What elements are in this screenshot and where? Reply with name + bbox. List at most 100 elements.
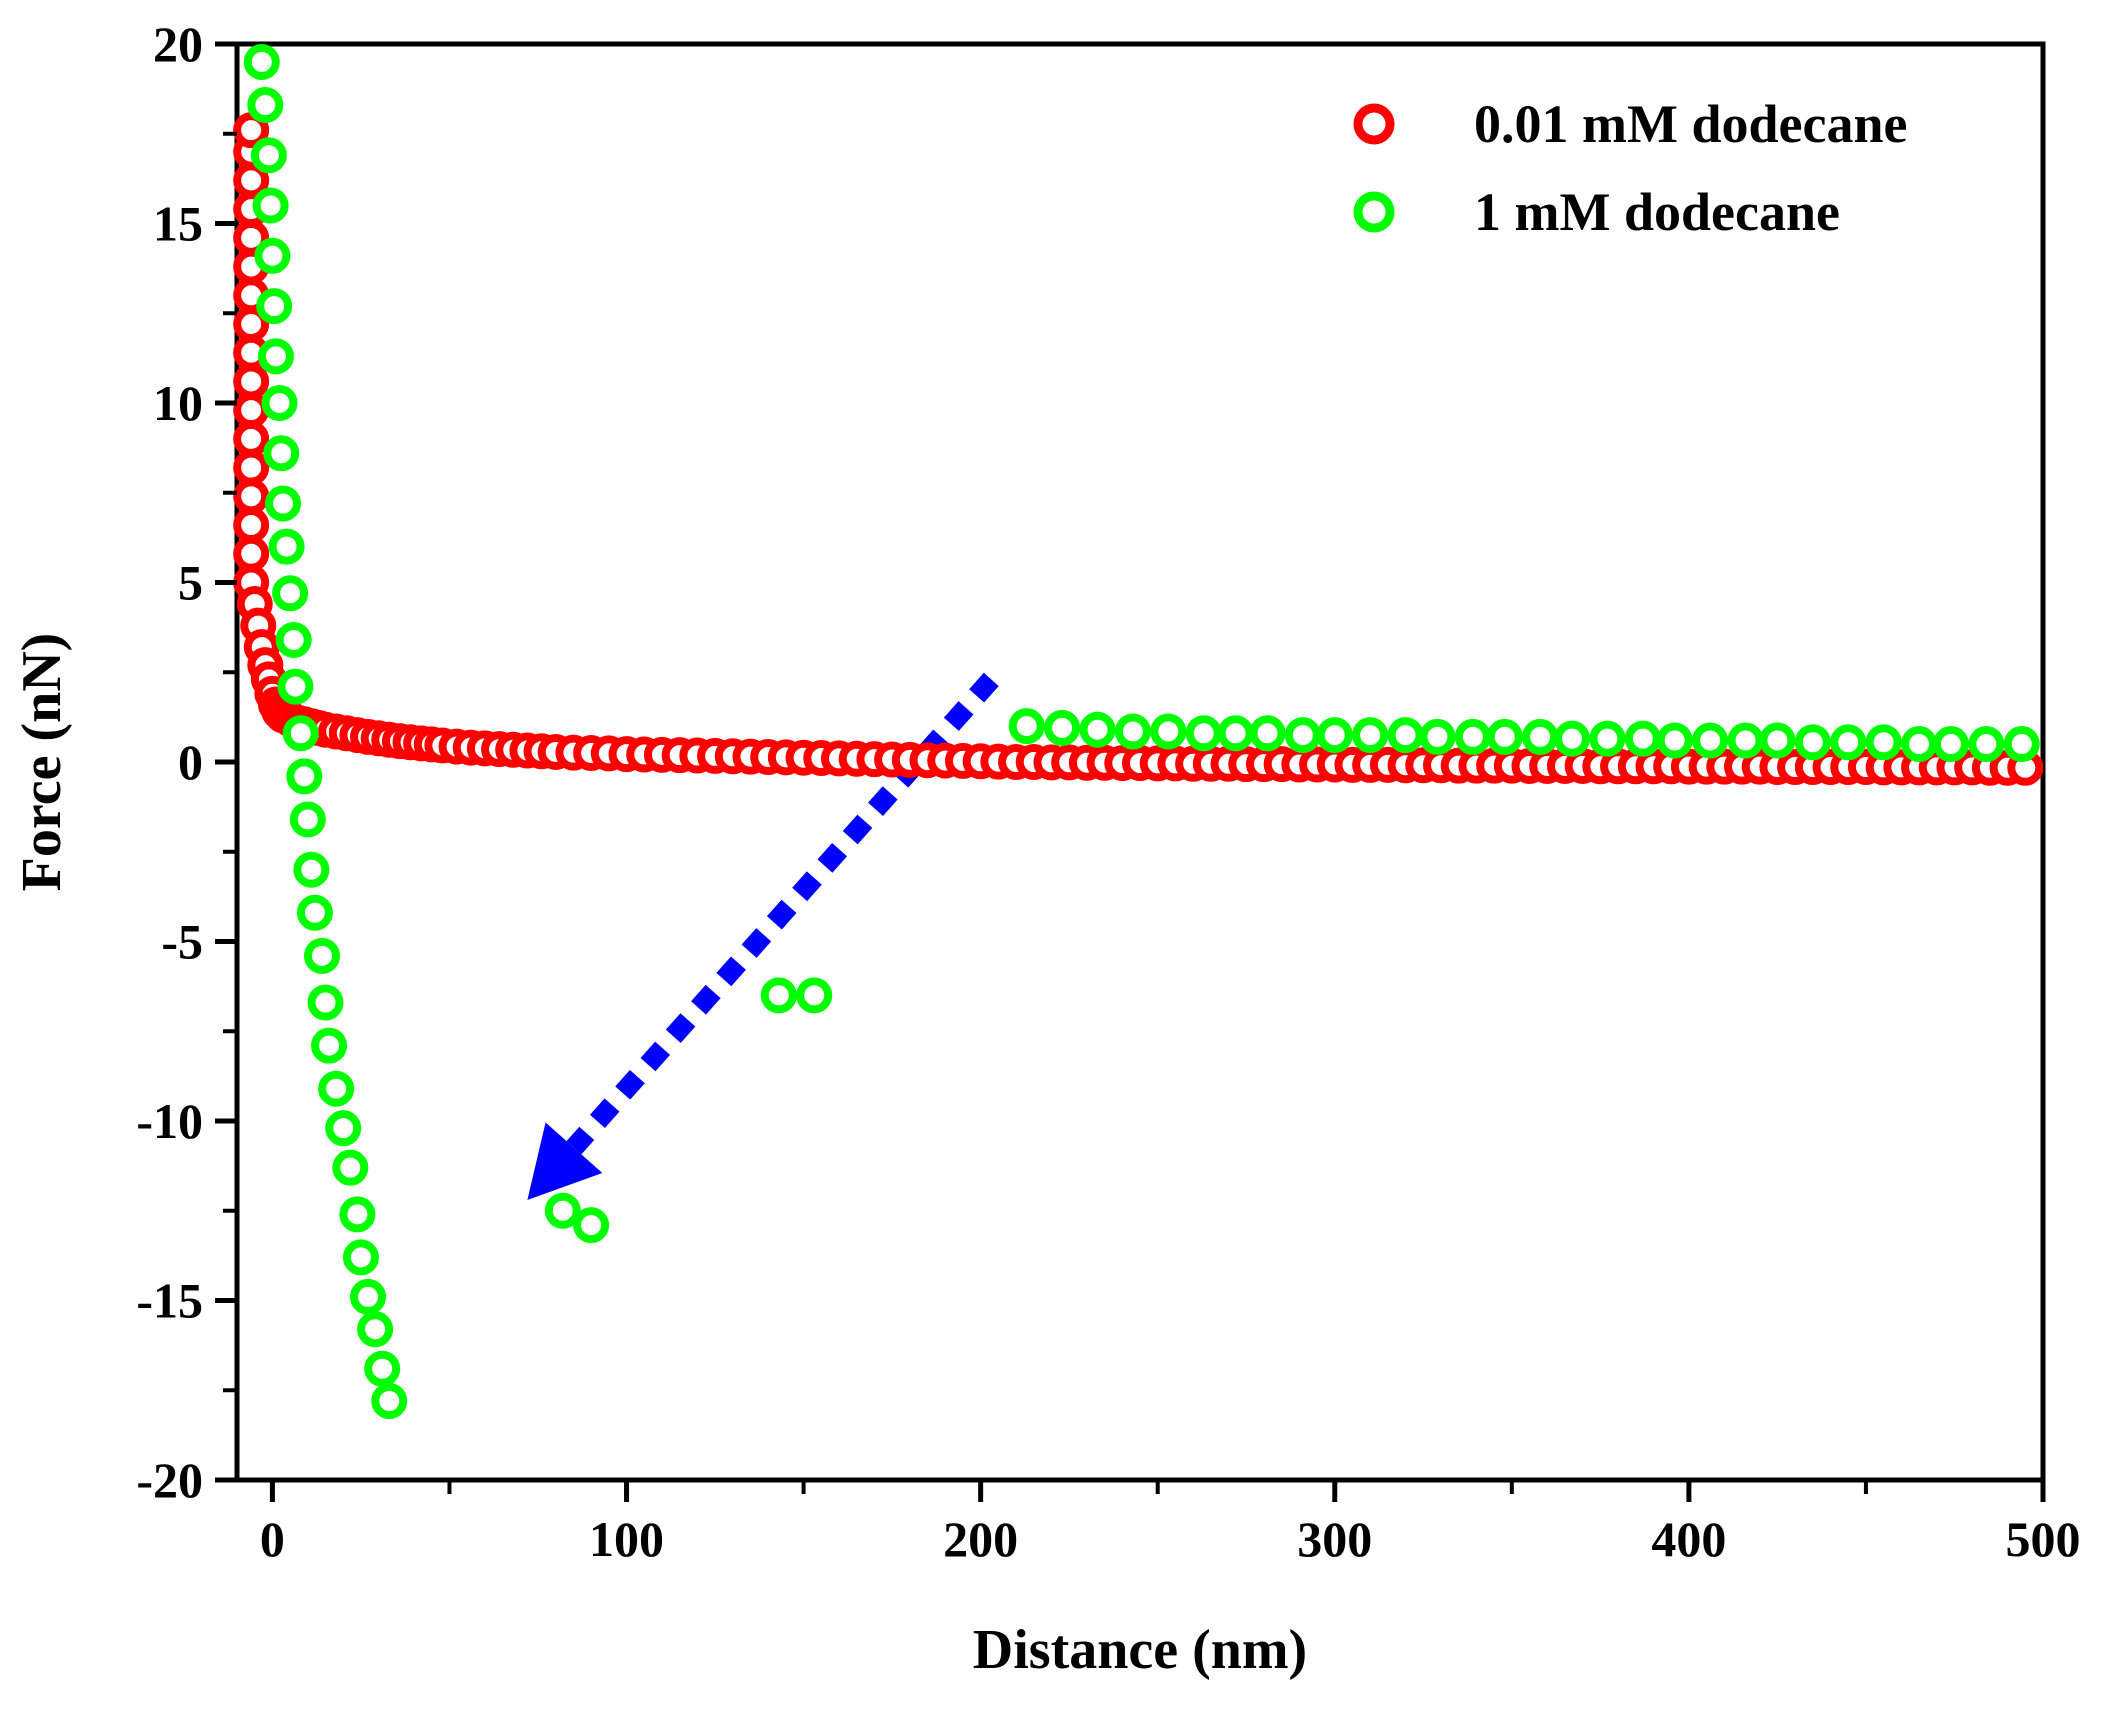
data-point: [233, 112, 270, 149]
data-point: [1419, 718, 1456, 755]
data-point: [233, 363, 270, 400]
data-point: [233, 392, 270, 429]
series-layer: [233, 43, 2044, 1420]
y-tick-label: 15: [153, 196, 203, 252]
data-point: [1352, 717, 1389, 754]
data-point: [233, 535, 270, 572]
data-point: [760, 977, 797, 1014]
y-tick-label: 10: [153, 375, 203, 431]
data-point: [1316, 717, 1353, 754]
data-point: [1008, 708, 1045, 745]
data-point: [261, 385, 298, 421]
data-point: [263, 435, 300, 472]
x-tick-label: 400: [1651, 1511, 1726, 1567]
data-point: [233, 420, 270, 457]
data-point: [247, 87, 284, 124]
data-point: [1656, 722, 1693, 759]
data-point: [1522, 718, 1559, 755]
data-point: [250, 137, 287, 174]
data-point: [272, 575, 309, 612]
data-point: [296, 894, 333, 931]
data-point: [1454, 718, 1491, 755]
y-tick-label: 5: [178, 555, 203, 611]
data-point: [1150, 713, 1187, 750]
data-point: [1284, 717, 1321, 754]
data-point: [1901, 726, 1938, 763]
data-point: [339, 1196, 376, 1233]
y-tick-label: -5: [161, 914, 203, 970]
axes-layer: 0 100 200 300 400 500 -20 -15 -10 -5 0 5 10 15 20: [136, 16, 2080, 1567]
dashed-arrow-head: [527, 1122, 603, 1200]
data-point: [1692, 722, 1729, 759]
data-point: [1217, 715, 1254, 752]
data-point: [277, 668, 314, 705]
data-point: [311, 1027, 348, 1064]
data-point: [233, 449, 270, 486]
data-point: [332, 1149, 369, 1186]
data-point: [293, 851, 330, 888]
data-point: [233, 507, 270, 544]
data-point: [544, 1192, 581, 1229]
data-point: [1794, 724, 1831, 761]
data-point: [243, 43, 280, 80]
x-tick-label: 500: [2006, 1511, 2081, 1567]
data-point: [268, 528, 305, 565]
data-point: [275, 621, 312, 658]
legend-label-0: 0.01 mM dodecane: [1474, 94, 1907, 154]
data-point: [1249, 715, 1286, 752]
data-point: [1727, 722, 1764, 759]
y-tick-label: -15: [136, 1273, 203, 1329]
x-tick-label: 0: [260, 1511, 285, 1567]
data-point: [252, 187, 289, 224]
data-point: [303, 937, 340, 974]
data-point: [286, 758, 323, 795]
x-axis-title: Distance (nm): [973, 1619, 1307, 1681]
data-point: [1968, 726, 2005, 763]
data-point: [573, 1207, 610, 1244]
data-point: [256, 288, 293, 325]
data-point: [1185, 715, 1222, 752]
data-point: [289, 801, 326, 838]
legend: 0.01 mM dodecane 1 mM dodecane: [1353, 94, 1907, 242]
data-point: [1932, 726, 1969, 763]
x-tick-label: 300: [1297, 1511, 1372, 1567]
annotation-layer: [527, 672, 999, 1200]
data-point: [257, 338, 294, 375]
data-point: [1079, 711, 1116, 748]
data-point: [1044, 709, 1081, 746]
data-point: [2003, 726, 2040, 763]
data-point: [796, 977, 833, 1014]
y-tick-label: 20: [153, 16, 203, 72]
data-point: [254, 237, 291, 274]
y-tick-label: 0: [178, 734, 203, 790]
y-tick-label: -20: [136, 1452, 203, 1508]
x-tick-label: 200: [943, 1511, 1018, 1567]
data-point: [1387, 717, 1424, 754]
data-point: [282, 715, 319, 752]
data-point: [318, 1070, 355, 1107]
data-point: [350, 1278, 387, 1315]
data-point: [265, 485, 302, 522]
data-point: [1624, 720, 1661, 757]
dashed-arrow-shaft: [566, 672, 999, 1155]
data-point: [233, 478, 270, 515]
series-1: [243, 43, 2040, 1420]
data-point: [1114, 713, 1151, 750]
y-axis-title: Force (nN): [11, 633, 73, 892]
data-point: [357, 1311, 394, 1348]
legend-marker-0: [1353, 103, 1395, 145]
data-point: [325, 1110, 362, 1147]
data-point: [371, 1383, 408, 1420]
y-tick-label: -10: [136, 1093, 203, 1149]
data-point: [342, 1239, 379, 1276]
data-point: [1830, 724, 1867, 761]
data-point: [1759, 722, 1796, 759]
data-point: [1865, 724, 1902, 761]
data-point: [1554, 720, 1591, 757]
data-point: [1589, 720, 1626, 757]
x-tick-label: 100: [589, 1511, 664, 1567]
data-point: [364, 1350, 401, 1387]
legend-label-1: 1 mM dodecane: [1474, 182, 1840, 242]
legend-marker-1: [1353, 191, 1395, 233]
